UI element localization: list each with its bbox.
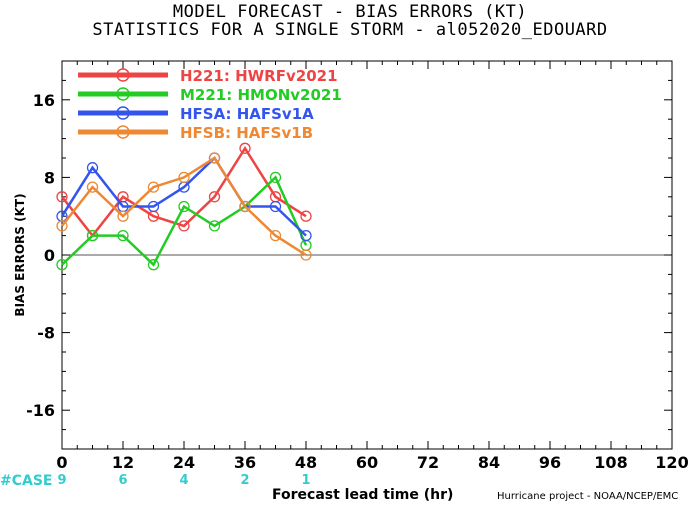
data-point	[300, 210, 312, 222]
series-group	[56, 142, 312, 271]
y-axis-label: BIAS ERRORS (KT)	[13, 193, 27, 316]
series-line	[61, 156, 307, 257]
case-count: 4	[179, 473, 188, 488]
x-tick-label: 60	[356, 453, 378, 472]
case-count: 9	[57, 473, 66, 488]
series-2	[56, 152, 312, 242]
x-tick-label: 72	[417, 453, 439, 472]
data-point	[269, 200, 282, 213]
data-point	[300, 249, 312, 261]
case-count: 6	[118, 473, 127, 488]
case-count-label: #CASE	[0, 473, 53, 489]
data-point	[269, 171, 282, 184]
x-tick-label: 0	[56, 453, 67, 472]
chart-title: MODEL FORECAST - BIAS ERRORS (KT)	[172, 2, 528, 22]
case-count: 1	[301, 473, 310, 488]
data-point	[86, 181, 99, 193]
data-point	[147, 259, 160, 271]
series-3	[56, 152, 312, 261]
y-tick-label: -8	[37, 324, 55, 343]
x-tick-label: 96	[539, 453, 561, 472]
data-point	[86, 162, 99, 174]
x-tick-label: 84	[478, 453, 500, 472]
x-axis-label: Forecast lead time (hr)	[272, 487, 454, 503]
data-point	[269, 229, 282, 242]
data-point	[178, 200, 190, 213]
series-line	[61, 145, 307, 238]
legend-label: H221: HWRFv2021	[180, 67, 338, 85]
data-point	[117, 210, 129, 222]
chart-subtitle: STATISTICS FOR A SINGLE STORM - al052020…	[92, 20, 608, 40]
legend-marker	[116, 106, 130, 120]
data-point	[117, 229, 129, 242]
data-point	[56, 220, 68, 232]
data-point	[56, 191, 68, 203]
x-tick-label: 24	[173, 453, 195, 472]
credit-text: Hurricane project - NOAA/NCEP/EMC	[497, 491, 679, 502]
y-tick-label: 0	[44, 246, 55, 265]
y-tick-label: 16	[33, 91, 55, 110]
data-point	[178, 220, 190, 232]
data-point	[239, 200, 251, 213]
x-tick-label: 12	[112, 453, 134, 472]
data-point	[147, 181, 160, 193]
x-tick-label: 120	[655, 453, 688, 472]
data-point	[208, 220, 221, 232]
data-point	[239, 142, 251, 154]
data-point	[300, 229, 312, 242]
case-count: 2	[240, 473, 249, 488]
data-point	[56, 259, 68, 271]
legend-label: HFSA: HAFSv1A	[180, 105, 314, 123]
legend-label: HFSB: HAFSv1B	[180, 124, 313, 142]
data-point	[86, 229, 99, 242]
data-point	[147, 200, 160, 213]
legend-marker	[116, 68, 130, 82]
data-point	[208, 152, 221, 164]
y-tick-label: -16	[26, 401, 55, 420]
legend-label: M221: HMONv2021	[180, 86, 342, 104]
series-line	[60, 156, 307, 237]
data-point	[208, 191, 221, 203]
x-tick-label: 48	[295, 453, 317, 472]
x-tick-label: 36	[234, 453, 256, 472]
series-line	[61, 175, 308, 267]
legend-marker	[116, 125, 130, 139]
data-point	[178, 171, 190, 184]
y-tick-label: 8	[44, 168, 55, 187]
legend-marker	[116, 87, 130, 101]
x-tick-label: 108	[594, 453, 627, 472]
